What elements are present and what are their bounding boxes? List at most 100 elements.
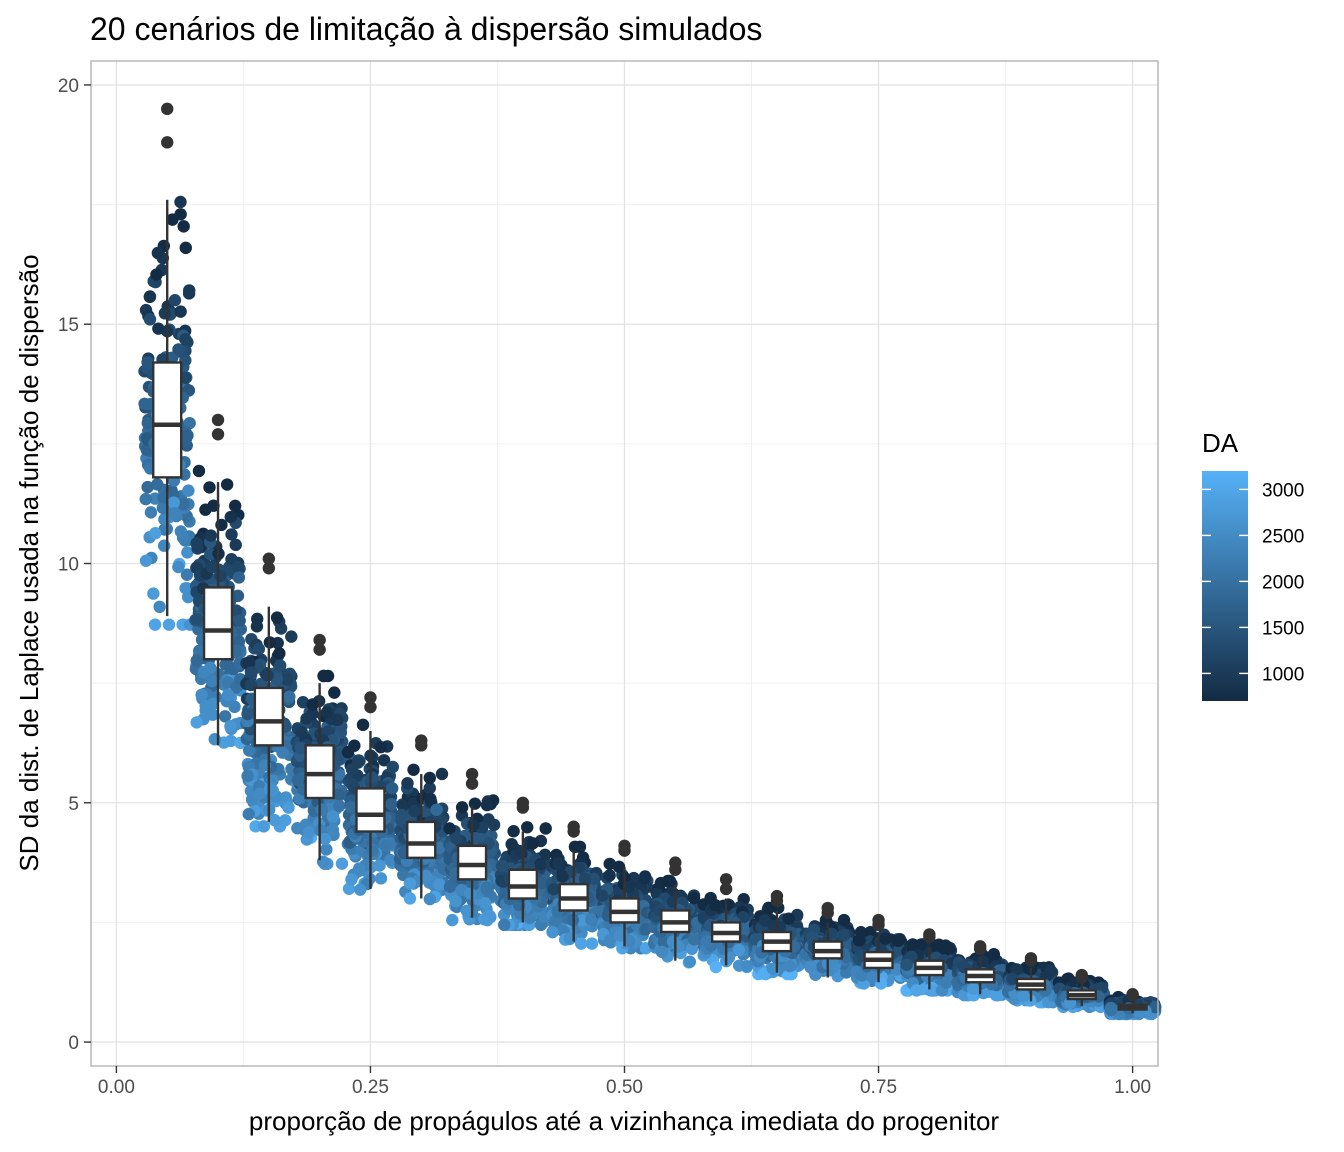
data-point [333, 799, 346, 813]
data-point [782, 912, 795, 925]
x-axis-title: proporção de propágulos até a vizinhança… [249, 1106, 1000, 1136]
y-tick-label: 15 [58, 315, 79, 336]
data-point [166, 213, 179, 226]
data-point [480, 881, 494, 894]
legend-tick-label: 2000 [1262, 572, 1304, 593]
y-tick-label: 10 [58, 555, 79, 576]
outlier-point [211, 428, 225, 441]
data-point [180, 568, 194, 581]
data-point [191, 613, 204, 626]
data-point [320, 706, 334, 719]
outlier-point [1024, 952, 1038, 965]
data-point [852, 933, 866, 947]
data-point [373, 859, 386, 872]
data-point [424, 792, 437, 806]
outlier-point [211, 413, 225, 427]
data-point [335, 857, 349, 870]
data-point [933, 941, 946, 954]
data-point [141, 480, 154, 494]
data-point [419, 869, 433, 883]
data-point [496, 859, 509, 873]
data-point [177, 220, 190, 233]
data-point [467, 818, 480, 832]
data-point [379, 839, 393, 853]
data-point [268, 813, 281, 827]
data-point [435, 767, 449, 781]
data-point [595, 889, 609, 902]
data-point [539, 822, 552, 835]
boxplot-box [152, 361, 183, 479]
data-point [242, 807, 255, 821]
data-point [179, 241, 192, 255]
data-point [162, 618, 176, 631]
outlier-point [262, 552, 276, 565]
y-tick-label: 20 [58, 76, 79, 97]
data-point [207, 499, 220, 512]
data-point [443, 880, 457, 893]
data-point [1017, 989, 1030, 1003]
data-point [433, 878, 446, 891]
legend-tick-label: 1500 [1262, 618, 1304, 639]
data-point [156, 501, 170, 515]
data-point [273, 659, 287, 672]
data-point [498, 918, 511, 932]
data-point [139, 554, 153, 567]
data-point [218, 710, 232, 723]
data-point [229, 538, 242, 552]
data-point [331, 713, 344, 727]
data-point [158, 307, 172, 320]
boxplot-box [355, 787, 386, 833]
data-point [623, 934, 636, 948]
boxplot-box [456, 844, 488, 881]
data-point [1104, 1003, 1118, 1017]
data-point [144, 506, 158, 519]
data-point [250, 620, 264, 633]
x-tick-label: 0.00 [98, 1077, 135, 1098]
data-point [892, 934, 905, 948]
data-point [478, 897, 492, 910]
data-point [143, 313, 157, 326]
chart-title: 20 cenários de limitação à dispersão sim… [90, 11, 762, 47]
data-point [568, 840, 582, 854]
data-point [328, 686, 341, 699]
data-point [203, 481, 216, 494]
outlier-point [719, 873, 733, 886]
data-point [613, 929, 627, 942]
data-point [366, 844, 379, 857]
data-point [230, 644, 243, 657]
data-point [174, 195, 187, 209]
data-point [342, 882, 356, 895]
data-point [480, 798, 494, 812]
data-point [1006, 972, 1019, 985]
data-point [552, 857, 565, 870]
data-point [423, 892, 437, 906]
data-point [183, 284, 196, 297]
outlier-point [465, 767, 479, 781]
x-tick-label: 1.00 [1114, 1077, 1151, 1098]
data-point [174, 525, 188, 538]
outlier-point [1126, 988, 1139, 1001]
data-point [838, 928, 851, 942]
y-tick-label: 5 [68, 794, 79, 815]
data-point [149, 527, 162, 540]
data-point [138, 397, 151, 410]
data-point [688, 933, 701, 946]
data-point [300, 712, 313, 725]
data-point [345, 873, 358, 886]
data-point [879, 932, 892, 945]
outlier-point [313, 633, 326, 647]
data-point [219, 658, 232, 671]
data-point [990, 988, 1004, 1002]
boxplot-box [253, 686, 285, 747]
data-point [150, 268, 163, 281]
data-point [168, 294, 182, 307]
outlier-point [313, 643, 326, 656]
outlier-point [567, 820, 580, 833]
data-point [261, 669, 274, 682]
data-point [306, 698, 319, 711]
data-point [291, 822, 304, 835]
data-point [866, 970, 879, 984]
data-point [220, 478, 234, 491]
data-point [556, 870, 569, 883]
